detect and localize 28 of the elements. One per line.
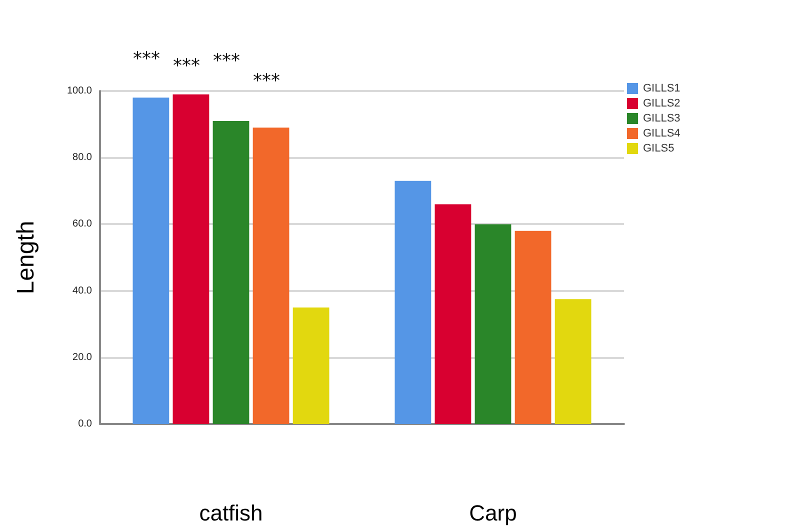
text: *** [172,56,200,76]
y-tick-label: 0.0 [78,418,92,430]
legend-label: GILLS3 [643,112,680,124]
legend-label: GILLS2 [643,98,680,110]
bar [434,204,472,424]
bar [394,180,432,424]
x-tick-label: catfish [199,500,263,526]
x-tick-label: Carp [469,500,517,526]
y-tick-label: 100.0 [66,86,92,96]
bar [132,98,170,424]
y-tick-label: 20.0 [72,352,92,363]
bar [252,128,290,424]
bar [292,307,330,424]
y-tick-label: 60.0 [72,218,92,230]
bar [514,230,552,424]
bar [172,94,210,424]
text: *** [132,48,160,70]
bar [212,120,250,424]
bar [474,224,512,424]
annotation: *** [253,70,280,92]
legend-label: GILLS1 [643,82,680,94]
legend-label: GILLS4 [643,128,680,140]
text: *** [213,50,240,72]
legend-label: GILS5 [643,142,674,154]
y-tick-label: 80.0 [72,152,92,164]
bar [554,299,592,424]
y-axis-title: Length [12,220,40,294]
y-tick-label: 40.0 [72,285,92,296]
